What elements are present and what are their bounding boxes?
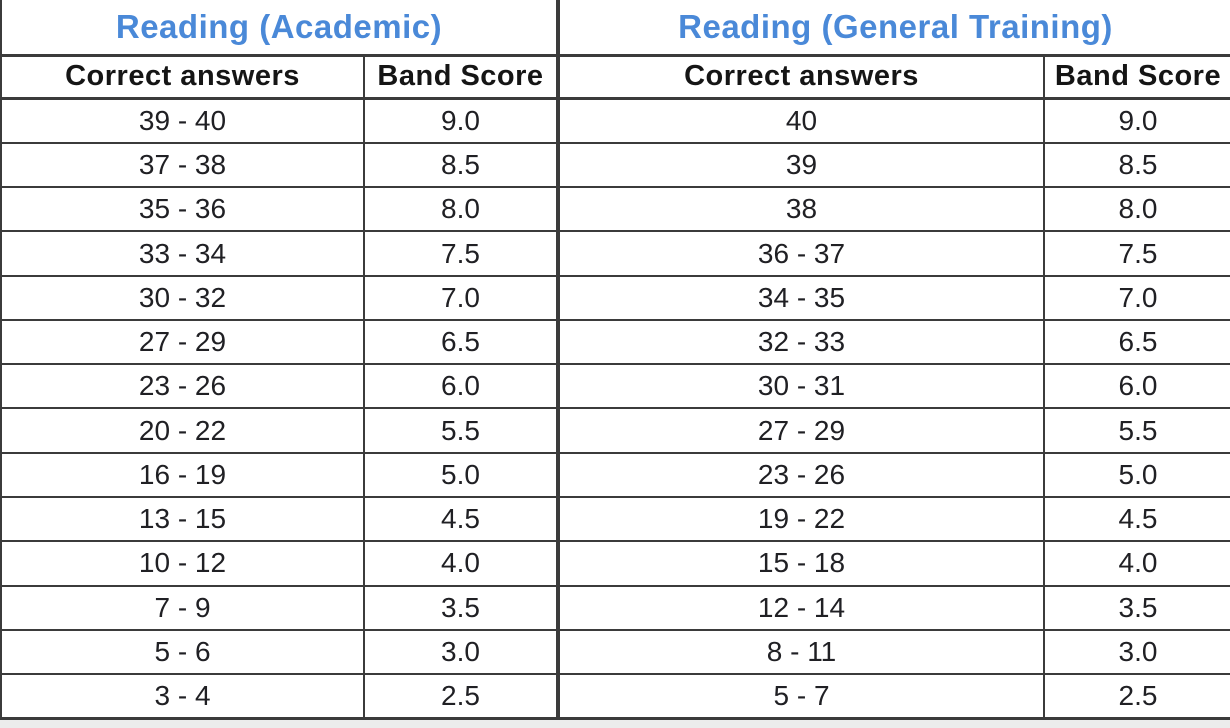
gt-band-cell: 3.0 bbox=[1042, 628, 1230, 676]
gt-band-cell: 5.0 bbox=[1042, 451, 1230, 499]
table-row: 3 - 4 2.5 5 - 7 2.5 bbox=[0, 673, 1230, 721]
gt-range-cell: 12 - 14 bbox=[557, 584, 1045, 631]
table-title-row: Reading (Academic) Reading (General Trai… bbox=[0, 0, 1230, 57]
gt-band-cell: 7.0 bbox=[1042, 274, 1230, 321]
academic-band-cell: 6.0 bbox=[363, 363, 560, 410]
gt-band-cell: 8.0 bbox=[1042, 186, 1230, 233]
academic-band-cell: 5.0 bbox=[363, 451, 560, 499]
academic-band-cell: 8.0 bbox=[363, 186, 560, 233]
academic-band-cell: 2.5 bbox=[363, 673, 560, 721]
gt-range-cell: 38 bbox=[557, 186, 1045, 233]
academic-range-cell: 27 - 29 bbox=[0, 318, 365, 366]
academic-band-cell: 9.0 bbox=[363, 97, 560, 144]
academic-band-cell: 3.0 bbox=[363, 628, 560, 676]
table-row: 27 - 29 6.5 32 - 33 6.5 bbox=[0, 318, 1230, 366]
table-row: 35 - 36 8.0 38 8.0 bbox=[0, 186, 1230, 233]
academic-band-cell: 7.5 bbox=[363, 230, 560, 277]
table-row: 13 - 15 4.5 19 - 22 4.5 bbox=[0, 495, 1230, 543]
gt-band-cell: 3.5 bbox=[1042, 584, 1230, 631]
column-header-row: Correct answers Band Score Correct answe… bbox=[0, 54, 1230, 101]
gt-range-cell: 19 - 22 bbox=[557, 495, 1045, 543]
academic-band-cell: 3.5 bbox=[363, 584, 560, 631]
academic-band-cell: 8.5 bbox=[363, 141, 560, 189]
academic-band-cell: 4.0 bbox=[363, 540, 560, 587]
table-row: 39 - 40 9.0 40 9.0 bbox=[0, 97, 1230, 144]
gt-band-score-header: Band Score bbox=[1042, 54, 1230, 101]
academic-range-cell: 39 - 40 bbox=[0, 97, 365, 144]
academic-range-cell: 23 - 26 bbox=[0, 363, 365, 410]
academic-band-cell: 7.0 bbox=[363, 274, 560, 321]
gt-range-cell: 36 - 37 bbox=[557, 230, 1045, 277]
gt-band-cell: 7.5 bbox=[1042, 230, 1230, 277]
gt-band-cell: 5.5 bbox=[1042, 407, 1230, 454]
academic-table-title: Reading (Academic) bbox=[0, 0, 560, 57]
academic-range-cell: 13 - 15 bbox=[0, 495, 365, 543]
academic-range-cell: 33 - 34 bbox=[0, 230, 365, 277]
gt-band-cell: 4.0 bbox=[1042, 540, 1230, 587]
gt-band-cell: 6.5 bbox=[1042, 318, 1230, 366]
gt-band-cell: 8.5 bbox=[1042, 141, 1230, 189]
table-row: 10 - 12 4.0 15 - 18 4.0 bbox=[0, 540, 1230, 587]
academic-range-cell: 7 - 9 bbox=[0, 584, 365, 631]
gt-range-cell: 39 bbox=[557, 141, 1045, 189]
gt-range-cell: 27 - 29 bbox=[557, 407, 1045, 454]
gt-range-cell: 40 bbox=[557, 97, 1045, 144]
academic-range-cell: 20 - 22 bbox=[0, 407, 365, 454]
academic-correct-answers-header: Correct answers bbox=[0, 54, 365, 101]
gt-band-cell: 6.0 bbox=[1042, 363, 1230, 410]
academic-band-cell: 5.5 bbox=[363, 407, 560, 454]
gt-range-cell: 32 - 33 bbox=[557, 318, 1045, 366]
table-row: 7 - 9 3.5 12 - 14 3.5 bbox=[0, 584, 1230, 631]
gt-band-cell: 2.5 bbox=[1042, 673, 1230, 721]
academic-range-cell: 16 - 19 bbox=[0, 451, 365, 499]
academic-range-cell: 30 - 32 bbox=[0, 274, 365, 321]
academic-range-cell: 10 - 12 bbox=[0, 540, 365, 587]
academic-band-score-header: Band Score bbox=[363, 54, 560, 101]
gt-band-cell: 4.5 bbox=[1042, 495, 1230, 543]
academic-range-cell: 35 - 36 bbox=[0, 186, 365, 233]
table-row: 33 - 34 7.5 36 - 37 7.5 bbox=[0, 230, 1230, 277]
academic-range-cell: 37 - 38 bbox=[0, 141, 365, 189]
gt-range-cell: 8 - 11 bbox=[557, 628, 1045, 676]
gt-correct-answers-header: Correct answers bbox=[557, 54, 1045, 101]
gt-range-cell: 30 - 31 bbox=[557, 363, 1045, 410]
gt-band-cell: 9.0 bbox=[1042, 97, 1230, 144]
gt-range-cell: 15 - 18 bbox=[557, 540, 1045, 587]
gt-range-cell: 5 - 7 bbox=[557, 673, 1045, 721]
table-row: 37 - 38 8.5 39 8.5 bbox=[0, 141, 1230, 189]
general-training-table-title: Reading (General Training) bbox=[556, 0, 1230, 57]
academic-band-cell: 4.5 bbox=[363, 495, 560, 543]
academic-range-cell: 3 - 4 bbox=[0, 673, 365, 721]
table-row: 30 - 32 7.0 34 - 35 7.0 bbox=[0, 274, 1230, 321]
academic-range-cell: 5 - 6 bbox=[0, 628, 365, 676]
academic-band-cell: 6.5 bbox=[363, 318, 560, 366]
table-row: 16 - 19 5.0 23 - 26 5.0 bbox=[0, 451, 1230, 499]
gt-range-cell: 34 - 35 bbox=[557, 274, 1045, 321]
table-row: 20 - 22 5.5 27 - 29 5.5 bbox=[0, 407, 1230, 454]
table-row: 5 - 6 3.0 8 - 11 3.0 bbox=[0, 628, 1230, 676]
table-row: 23 - 26 6.0 30 - 31 6.0 bbox=[0, 363, 1230, 410]
gt-range-cell: 23 - 26 bbox=[557, 451, 1045, 499]
